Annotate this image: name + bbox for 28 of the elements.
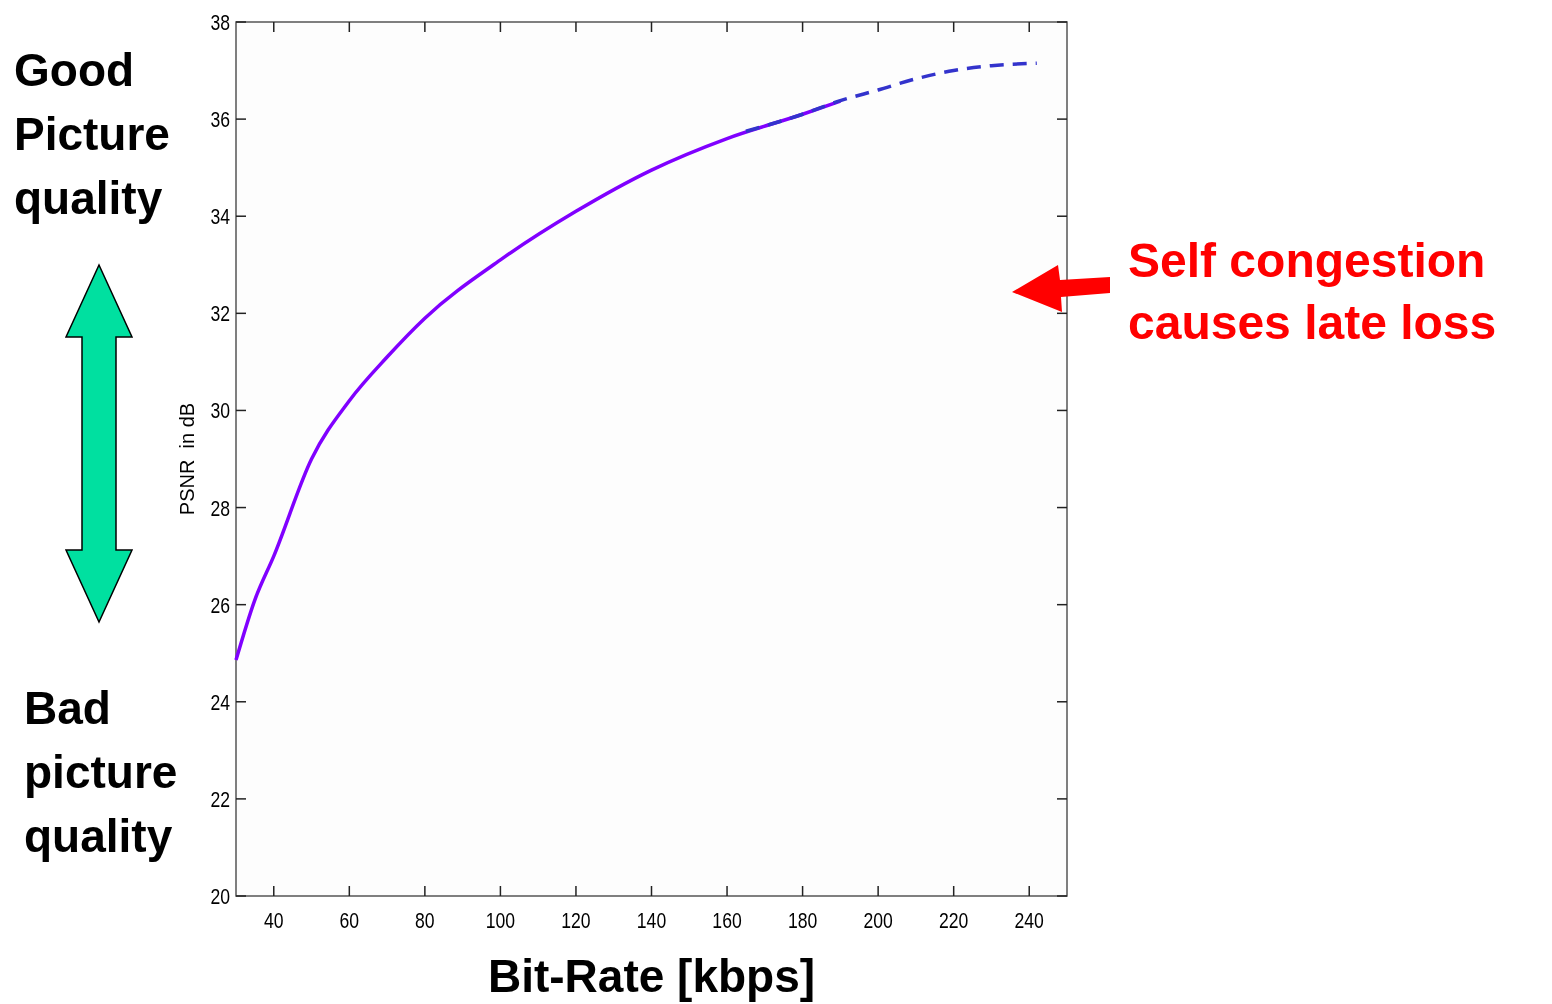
y-tick-label: 38 [210,10,230,35]
x-tick-label: 40 [263,908,284,933]
x-tick-label: 100 [485,908,516,933]
x-tick-label: 200 [863,908,893,933]
x-tick-label: 80 [415,908,435,933]
y-axis-title: PSNR in dB [176,402,198,516]
y-tick-label: 22 [210,787,230,812]
x-tick-label: 220 [939,908,969,933]
line-series [744,61,1039,133]
y-tick-label: 30 [210,398,230,423]
x-tick-label: 140 [636,908,667,933]
y-tick-label: 24 [210,689,230,715]
x-axis-title: Bit-Rate [kbps] [487,950,816,1002]
y-tick-label: 26 [210,592,230,618]
x-tick-label: 240 [1014,908,1044,933]
text: Self congestion causes late loss [1128,234,1497,349]
x-tick-label: 120 [561,908,591,933]
y-tick-label: 32 [210,301,230,326]
x-tick-label: 180 [787,908,818,933]
text: Bad picture quality [24,682,178,862]
y-tick-label: 34 [210,204,230,229]
line-series [234,99,843,662]
y-tick-label: 20 [210,884,230,909]
text: Good Picture quality [14,44,170,224]
y-tick-label: 36 [210,107,230,132]
x-tick-label: 160 [712,908,742,933]
x-tick-label: 60 [339,908,360,933]
y-tick-label: 28 [210,495,230,520]
